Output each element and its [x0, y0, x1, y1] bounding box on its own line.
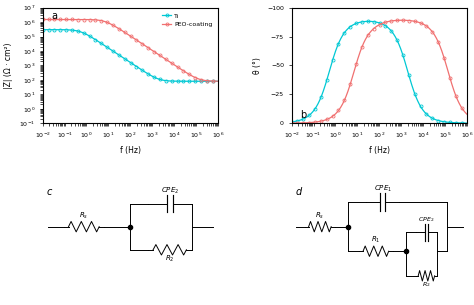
Y-axis label: |Z| (Ω · cm²): |Z| (Ω · cm²) [4, 42, 13, 89]
X-axis label: f (Hz): f (Hz) [369, 146, 390, 155]
X-axis label: f (Hz): f (Hz) [120, 146, 141, 155]
Text: $CPE_2$: $CPE_2$ [418, 215, 435, 224]
Text: $R_s$: $R_s$ [79, 210, 89, 221]
Text: c: c [46, 187, 52, 197]
Text: $R_2$: $R_2$ [165, 254, 174, 264]
Text: $R_s$: $R_s$ [315, 210, 325, 221]
Text: $CPE_1$: $CPE_1$ [374, 184, 392, 194]
Text: d: d [295, 187, 301, 197]
Legend: Ti, PEO-coating: Ti, PEO-coating [160, 11, 215, 30]
Text: $CPE_2$: $CPE_2$ [161, 185, 179, 196]
Text: $R_1$: $R_1$ [371, 235, 381, 245]
Text: $R_2$: $R_2$ [422, 280, 431, 289]
Text: b: b [301, 110, 307, 120]
Y-axis label: θ (°): θ (°) [253, 57, 262, 74]
Text: a: a [51, 11, 57, 21]
